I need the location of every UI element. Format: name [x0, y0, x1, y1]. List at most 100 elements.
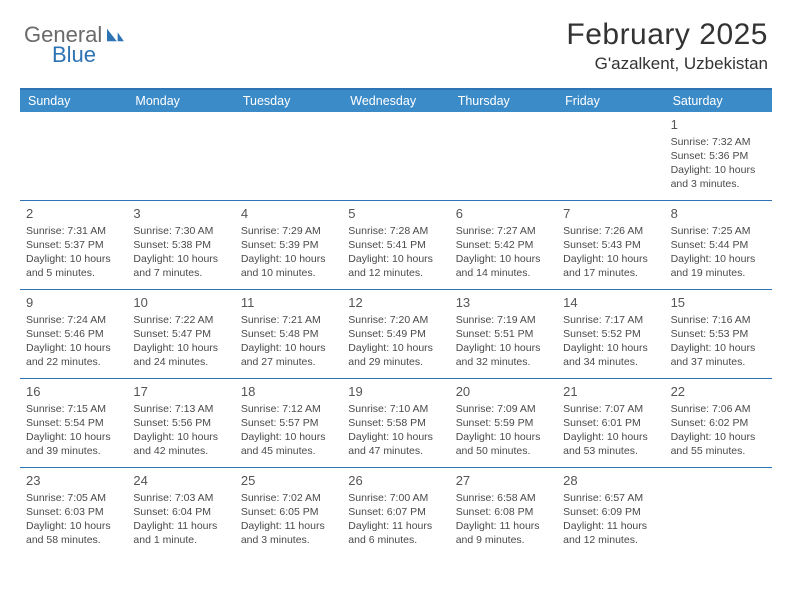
- sunrise-line: Sunrise: 7:07 AM: [563, 402, 658, 416]
- day-number: 6: [456, 205, 551, 223]
- sunset-line: Sunset: 5:56 PM: [133, 416, 228, 430]
- daylight-line: Daylight: 11 hours and 12 minutes.: [563, 519, 658, 547]
- day-number: 2: [26, 205, 121, 223]
- day-cell-16: 16Sunrise: 7:15 AMSunset: 5:54 PMDayligh…: [20, 379, 127, 467]
- day-cell-20: 20Sunrise: 7:09 AMSunset: 5:59 PMDayligh…: [450, 379, 557, 467]
- week-row: 1Sunrise: 7:32 AMSunset: 5:36 PMDaylight…: [20, 112, 772, 201]
- week-row: 23Sunrise: 7:05 AMSunset: 6:03 PMDayligh…: [20, 468, 772, 556]
- sunrise-line: Sunrise: 7:00 AM: [348, 491, 443, 505]
- day-cell-9: 9Sunrise: 7:24 AMSunset: 5:46 PMDaylight…: [20, 290, 127, 378]
- day-cell-18: 18Sunrise: 7:12 AMSunset: 5:57 PMDayligh…: [235, 379, 342, 467]
- daylight-line: Daylight: 11 hours and 6 minutes.: [348, 519, 443, 547]
- sunset-line: Sunset: 5:54 PM: [26, 416, 121, 430]
- day-number: 5: [348, 205, 443, 223]
- sunset-line: Sunset: 5:57 PM: [241, 416, 336, 430]
- sunset-line: Sunset: 5:59 PM: [456, 416, 551, 430]
- daylight-line: Daylight: 10 hours and 42 minutes.: [133, 430, 228, 458]
- day-number: 20: [456, 383, 551, 401]
- daylight-line: Daylight: 10 hours and 24 minutes.: [133, 341, 228, 369]
- day-cell-28: 28Sunrise: 6:57 AMSunset: 6:09 PMDayligh…: [557, 468, 664, 556]
- day-cell-empty: [557, 112, 664, 200]
- day-header-row: SundayMondayTuesdayWednesdayThursdayFrid…: [20, 90, 772, 112]
- day-number: 28: [563, 472, 658, 490]
- daylight-line: Daylight: 10 hours and 32 minutes.: [456, 341, 551, 369]
- day-cell-6: 6Sunrise: 7:27 AMSunset: 5:42 PMDaylight…: [450, 201, 557, 289]
- daylight-line: Daylight: 10 hours and 34 minutes.: [563, 341, 658, 369]
- sunrise-line: Sunrise: 7:02 AM: [241, 491, 336, 505]
- day-cell-11: 11Sunrise: 7:21 AMSunset: 5:48 PMDayligh…: [235, 290, 342, 378]
- day-number: 14: [563, 294, 658, 312]
- sunset-line: Sunset: 5:42 PM: [456, 238, 551, 252]
- logo: GeneralBlue: [24, 24, 125, 66]
- day-cell-24: 24Sunrise: 7:03 AMSunset: 6:04 PMDayligh…: [127, 468, 234, 556]
- daylight-line: Daylight: 10 hours and 55 minutes.: [671, 430, 766, 458]
- week-row: 2Sunrise: 7:31 AMSunset: 5:37 PM Daylight…: [20, 201, 772, 290]
- day-cell-5: 5Sunrise: 7:28 AMSunset: 5:41 PMDaylight…: [342, 201, 449, 289]
- sunset-line: Sunset: 6:01 PM: [563, 416, 658, 430]
- day-number: 11: [241, 294, 336, 312]
- sunrise-line: Sunrise: 7:05 AM: [26, 491, 121, 505]
- day-number: 8: [671, 205, 766, 223]
- day-header-tuesday: Tuesday: [235, 90, 342, 112]
- day-header-friday: Friday: [557, 90, 664, 112]
- sunset-line: Sunset: 5:37 PM: [26, 238, 121, 252]
- sunrise-line: Sunrise: 7:31 AM: [26, 224, 121, 238]
- day-number: 3: [133, 205, 228, 223]
- calendar: SundayMondayTuesdayWednesdayThursdayFrid…: [20, 88, 772, 556]
- sunrise-line: Sunrise: 7:24 AM: [26, 313, 121, 327]
- sunrise-line: Sunrise: 6:57 AM: [563, 491, 658, 505]
- day-number: 25: [241, 472, 336, 490]
- sunrise-line: Sunrise: 6:58 AM: [456, 491, 551, 505]
- sunrise-line: Sunrise: 7:29 AM: [241, 224, 336, 238]
- day-number: 13: [456, 294, 551, 312]
- day-number: 7: [563, 205, 658, 223]
- day-cell-14: 14Sunrise: 7:17 AMSunset: 5:52 PMDayligh…: [557, 290, 664, 378]
- location: G'azalkent, Uzbekistan: [566, 54, 768, 74]
- logo-sail-icon: [105, 27, 125, 48]
- sunrise-line: Sunrise: 7:26 AM: [563, 224, 658, 238]
- header: GeneralBlue February 2025 G'azalkent, Uz…: [0, 0, 792, 82]
- day-cell-empty: [665, 468, 772, 556]
- sunrise-line: Sunrise: 7:27 AM: [456, 224, 551, 238]
- day-cell-19: 19Sunrise: 7:10 AMSunset: 5:58 PMDayligh…: [342, 379, 449, 467]
- day-number: 9: [26, 294, 121, 312]
- day-header-wednesday: Wednesday: [342, 90, 449, 112]
- day-cell-22: 22Sunrise: 7:06 AMSunset: 6:02 PMDayligh…: [665, 379, 772, 467]
- day-cell-23: 23Sunrise: 7:05 AMSunset: 6:03 PMDayligh…: [20, 468, 127, 556]
- sunrise-line: Sunrise: 7:19 AM: [456, 313, 551, 327]
- daylight-line: Daylight: 10 hours and 3 minutes.: [671, 163, 766, 191]
- day-cell-1: 1Sunrise: 7:32 AMSunset: 5:36 PMDaylight…: [665, 112, 772, 200]
- day-number: 27: [456, 472, 551, 490]
- daylight-line: Daylight: 10 hours and 14 minutes.: [456, 252, 551, 280]
- daylight-line: Daylight: 10 hours and 53 minutes.: [563, 430, 658, 458]
- sunrise-line: Sunrise: 7:13 AM: [133, 402, 228, 416]
- day-cell-25: 25Sunrise: 7:02 AMSunset: 6:05 PMDayligh…: [235, 468, 342, 556]
- sunset-line: Sunset: 5:38 PM: [133, 238, 228, 252]
- day-cell-empty: [342, 112, 449, 200]
- daylight-line: Daylight: 10 hours and 27 minutes.: [241, 341, 336, 369]
- day-cell-27: 27Sunrise: 6:58 AMSunset: 6:08 PMDayligh…: [450, 468, 557, 556]
- daylight-line: Daylight: 10 hours and 10 minutes.: [241, 252, 336, 280]
- day-number: 10: [133, 294, 228, 312]
- day-cell-17: 17Sunrise: 7:13 AMSunset: 5:56 PMDayligh…: [127, 379, 234, 467]
- daylight-line: Daylight: 10 hours and 58 minutes.: [26, 519, 121, 547]
- day-cell-15: 15Sunrise: 7:16 AMSunset: 5:53 PMDayligh…: [665, 290, 772, 378]
- day-number: 21: [563, 383, 658, 401]
- day-number: 19: [348, 383, 443, 401]
- sunset-line: Sunset: 6:03 PM: [26, 505, 121, 519]
- sunset-line: Sunset: 6:05 PM: [241, 505, 336, 519]
- logo-text-blue: Blue: [52, 44, 102, 66]
- day-header-monday: Monday: [127, 90, 234, 112]
- day-number: 22: [671, 383, 766, 401]
- sunset-line: Sunset: 6:07 PM: [348, 505, 443, 519]
- day-number: 1: [671, 116, 766, 134]
- month-title: February 2025: [566, 18, 768, 52]
- sunset-line: Sunset: 5:51 PM: [456, 327, 551, 341]
- daylight-line: Daylight: 10 hours and 12 minutes.: [348, 252, 443, 280]
- daylight-line: Daylight: 10 hours and 17 minutes.: [563, 252, 658, 280]
- day-number: 23: [26, 472, 121, 490]
- day-cell-empty: [235, 112, 342, 200]
- day-cell-4: 4Sunrise: 7:29 AMSunset: 5:39 PMDaylight…: [235, 201, 342, 289]
- sunrise-line: Sunrise: 7:17 AM: [563, 313, 658, 327]
- day-cell-12: 12Sunrise: 7:20 AMSunset: 5:49 PMDayligh…: [342, 290, 449, 378]
